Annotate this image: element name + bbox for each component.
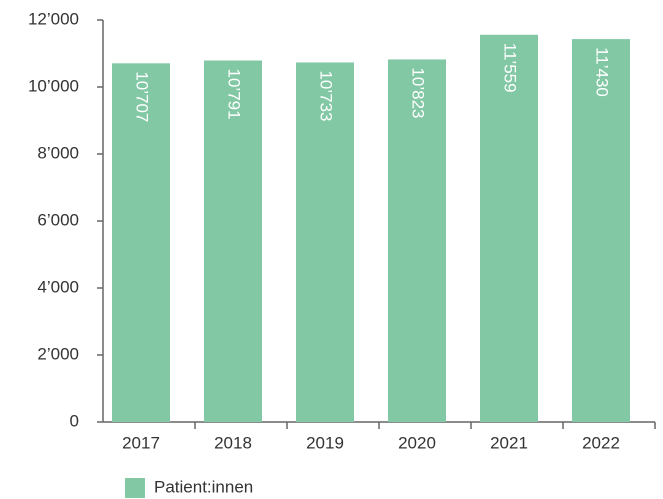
value-label: 10’707 xyxy=(133,71,152,122)
x-tick-label: 2022 xyxy=(582,433,620,452)
bar xyxy=(388,59,446,422)
value-label: 11’559 xyxy=(501,43,520,93)
y-tick-label: 8’000 xyxy=(37,143,79,162)
x-tick-label: 2019 xyxy=(306,433,344,452)
value-label: 10’823 xyxy=(409,67,428,118)
legend-label: Patient:innen xyxy=(154,477,253,496)
value-label: 11’430 xyxy=(593,47,612,97)
bar xyxy=(296,62,354,423)
x-tick-label: 2017 xyxy=(122,433,160,452)
y-tick-label: 6’000 xyxy=(37,210,79,229)
x-tick-label: 2021 xyxy=(490,433,528,452)
bar xyxy=(204,60,262,423)
y-tick-label: 4’000 xyxy=(37,277,79,296)
legend-swatch xyxy=(125,478,145,498)
x-tick-label: 2020 xyxy=(398,433,436,452)
bar xyxy=(112,63,170,423)
y-tick-label: 12’000 xyxy=(28,9,79,28)
bar xyxy=(480,34,538,422)
y-tick-label: 2’000 xyxy=(37,344,79,363)
bar xyxy=(572,39,630,422)
x-tick-label: 2018 xyxy=(214,433,252,452)
y-tick-label: 10’000 xyxy=(28,76,79,95)
value-label: 10’733 xyxy=(317,70,336,121)
y-tick-label: 0 xyxy=(70,411,79,430)
value-label: 10’791 xyxy=(225,69,244,120)
